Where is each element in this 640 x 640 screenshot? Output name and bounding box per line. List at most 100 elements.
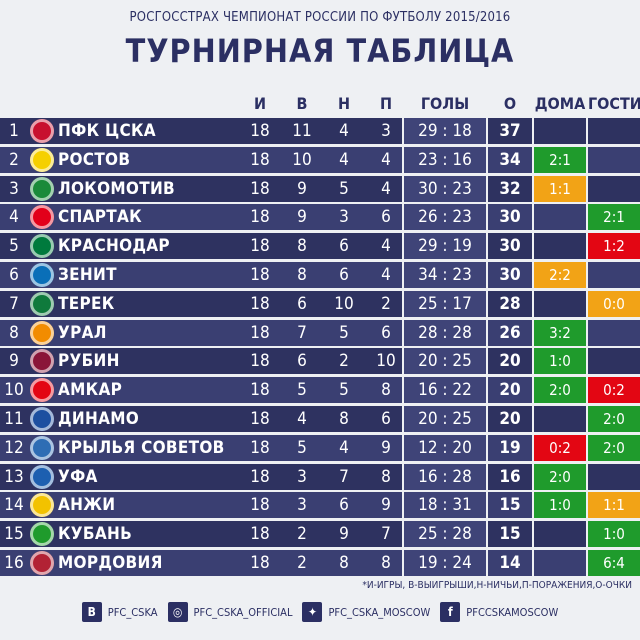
wins-cell: 5 (297, 380, 307, 401)
team-logo-icon (30, 493, 54, 518)
column-divider (586, 348, 588, 375)
home-result (534, 550, 586, 576)
losses-cell: 4 (381, 264, 391, 285)
table-row: 7 ТЕРЕК 18 6 10 2 25 : 17 28 0:0 (0, 290, 640, 317)
losses-cell: 4 (381, 236, 391, 257)
column-divider (532, 146, 534, 173)
column-divider (532, 434, 534, 461)
table-row: 9 РУБИН 18 6 2 10 20 : 25 20 1:0 (0, 348, 640, 375)
column-divider (402, 521, 404, 548)
losses-cell: 6 (381, 322, 391, 343)
home-result: 2:2 (534, 261, 586, 288)
team-logo-icon (30, 205, 54, 230)
home-result: 2:0 (534, 377, 586, 404)
away-result: 1:0 (588, 521, 640, 548)
points-cell: 34 (499, 149, 521, 170)
draws-cell: 10 (334, 293, 354, 314)
team-name: УФА (58, 466, 98, 487)
losses-cell: 3 (381, 121, 391, 141)
column-divider (486, 118, 488, 144)
team-logo-icon (30, 406, 54, 431)
social-footer: В PFC_CSKA ◎ PFC_CSKA_OFFICIAL ✦ PFC_CSKA_MOS… (0, 599, 640, 625)
column-divider (402, 261, 404, 288)
column-divider (486, 233, 488, 260)
table-row: 8 УРАЛ 18 7 5 6 28 : 28 26 3:2 (0, 319, 640, 346)
points-cell: 20 (499, 380, 521, 401)
column-divider (486, 319, 488, 346)
column-divider (402, 290, 404, 317)
col-home: ДОМА (534, 94, 586, 113)
wins-cell: 5 (297, 437, 307, 458)
table-row: 10 АМКАР 18 5 5 8 16 : 22 20 2:0 0:2 (0, 377, 640, 404)
away-result: 6:4 (588, 549, 640, 576)
team-logo-icon (30, 522, 54, 547)
losses-cell: 8 (381, 466, 391, 487)
table-row: 15 КУБАНЬ 18 2 9 7 25 : 28 15 1:0 (0, 521, 640, 548)
column-divider (586, 233, 588, 260)
team-name: ЗЕНИТ (58, 264, 117, 285)
column-divider (586, 521, 588, 548)
games-cell: 18 (250, 408, 270, 429)
twitter-icon: ✦ (302, 602, 323, 622)
team-name: ЛОКОМОТИВ (58, 178, 176, 199)
games-cell: 18 (250, 236, 270, 257)
wins-cell: 6 (297, 351, 307, 372)
away-result: 2:0 (588, 434, 640, 461)
standings-table: И В Н П ГОЛЫ О ДОМА ГОСТИ 1 ПФК ЦСКА 18 11 4… (0, 88, 640, 579)
games-cell: 18 (250, 121, 270, 141)
draws-cell: 9 (339, 524, 349, 545)
position-cell: 11 (4, 408, 24, 429)
table-row: 11 ДИНАМО 18 4 8 6 20 : 25 20 2:0 (0, 405, 640, 432)
position-cell: 12 (4, 437, 24, 458)
column-divider (532, 549, 534, 576)
home-result (534, 233, 586, 259)
goals-cell: 16 : 28 (404, 463, 486, 490)
column-divider (402, 377, 404, 404)
team-logo-icon (30, 234, 54, 259)
table-row: 2 РОСТОВ 18 10 4 4 23 : 16 34 2:1 (0, 146, 640, 173)
social-label: PFC_CSKA_MOSCOW (328, 605, 431, 619)
table-row: 5 КРАСНОДАР 18 8 6 4 29 : 19 30 1:2 (0, 233, 640, 260)
position-cell: 14 (4, 495, 24, 516)
social-link[interactable]: f PFCCSKAMOSCOW (440, 602, 558, 622)
table-row: 6 ЗЕНИТ 18 8 6 4 34 : 23 30 2:2 (0, 261, 640, 288)
col-draws: Н (337, 94, 351, 113)
losses-cell: 4 (381, 178, 391, 199)
column-divider (532, 118, 534, 144)
column-divider (486, 348, 488, 375)
away-result: 2:1 (588, 204, 640, 231)
wins-cell: 3 (297, 495, 307, 516)
team-logo-icon (30, 291, 54, 316)
position-cell: 10 (4, 380, 24, 401)
home-result (534, 118, 586, 144)
goals-cell: 19 : 24 (404, 549, 486, 576)
team-name: АМКАР (58, 380, 123, 401)
draws-cell: 6 (339, 236, 349, 257)
team-name: ПФК ЦСКА (58, 121, 156, 141)
column-divider (532, 204, 534, 231)
column-divider (486, 175, 488, 202)
position-cell: 2 (9, 149, 19, 170)
team-name: СПАРТАК (58, 207, 142, 228)
social-link[interactable]: В PFC_CSKA (81, 602, 158, 622)
losses-cell: 6 (381, 207, 391, 228)
header: РОСГОССТРАХ ЧЕМПИОНАТ РОССИИ ПО ФУТБОЛУ … (0, 0, 640, 69)
column-divider (402, 549, 404, 576)
home-result: 2:1 (534, 146, 586, 173)
games-cell: 18 (250, 466, 270, 487)
social-link[interactable]: ◎ PFC_CSKA_OFFICIAL (167, 602, 292, 622)
away-result (588, 348, 640, 374)
away-result: 1:1 (588, 492, 640, 519)
away-result: 2:0 (588, 405, 640, 432)
points-cell: 15 (499, 524, 521, 545)
column-divider (402, 492, 404, 519)
points-cell: 30 (499, 264, 521, 285)
team-name: УРАЛ (58, 322, 107, 343)
wins-cell: 10 (292, 149, 312, 170)
vk-icon: В (81, 602, 102, 622)
social-link[interactable]: ✦ PFC_CSKA_MOSCOW (302, 602, 430, 622)
home-result (534, 521, 586, 547)
draws-cell: 5 (339, 178, 349, 199)
team-logo-icon (30, 435, 54, 460)
away-result (588, 464, 640, 490)
